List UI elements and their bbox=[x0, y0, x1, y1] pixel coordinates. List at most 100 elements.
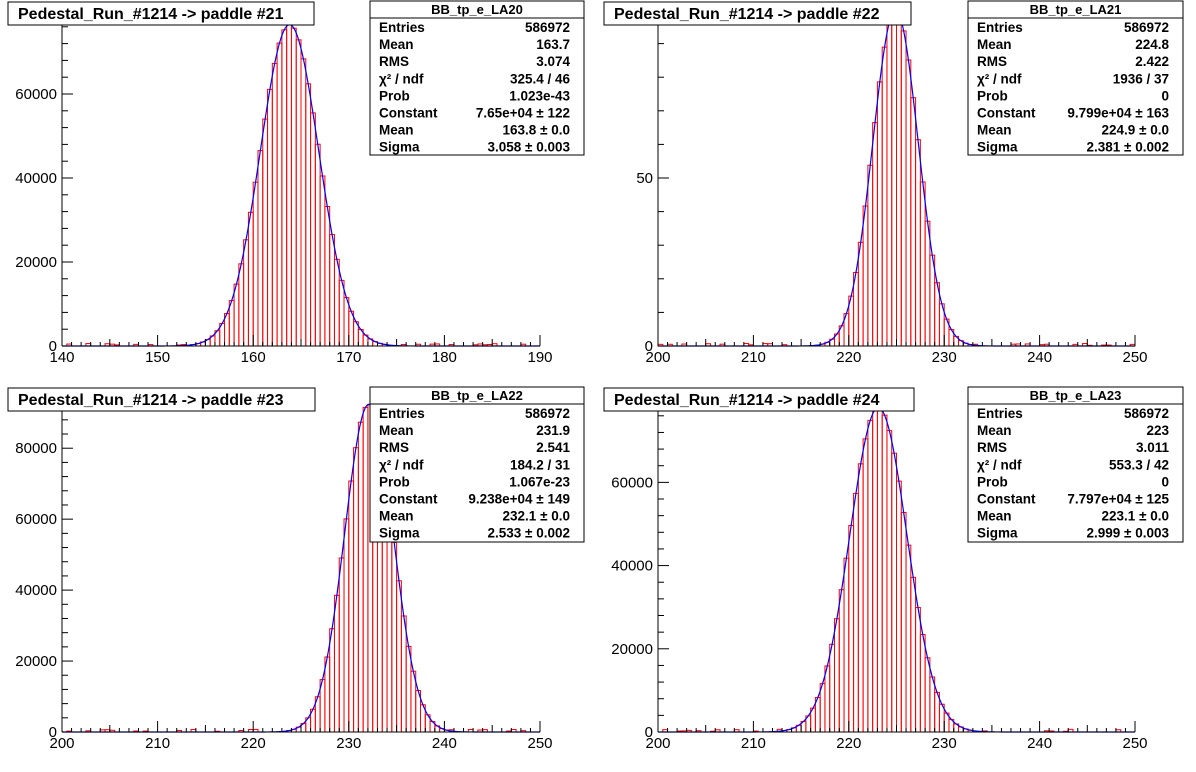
stats-value: 7.65e+04 ± 122 bbox=[476, 106, 570, 121]
stats-box-frame bbox=[967, 0, 1184, 156]
stats-label: Mean bbox=[977, 423, 1012, 438]
histogram-bin bbox=[919, 633, 926, 733]
histogram-bin bbox=[919, 181, 926, 347]
histogram-bin bbox=[343, 518, 350, 733]
x-tick-label: 180 bbox=[432, 349, 457, 366]
histogram-bin bbox=[896, 480, 902, 733]
histogram-bin bbox=[333, 594, 340, 733]
stats-value: 2.999 ± 0.003 bbox=[1087, 526, 1170, 541]
pad-title: Pedestal_Run_#1214 -> paddle #23 bbox=[18, 392, 284, 409]
histogram-bin bbox=[905, 59, 912, 347]
histogram-bin bbox=[900, 30, 907, 347]
stats-value: 0 bbox=[1161, 88, 1169, 103]
x-tick-label: 220 bbox=[836, 735, 861, 752]
histogram-bin bbox=[924, 220, 931, 347]
x-tick-label: 250 bbox=[527, 735, 552, 752]
x-tick-label: 250 bbox=[1122, 735, 1147, 752]
stats-label: RMS bbox=[977, 54, 1007, 69]
y-tick-label: 20000 bbox=[15, 254, 57, 271]
histogram-bin bbox=[338, 279, 345, 347]
stats-value: 7.797e+04 ± 125 bbox=[1067, 492, 1169, 507]
histogram-bin bbox=[900, 511, 907, 733]
histogram-bin bbox=[853, 492, 859, 733]
stats-value: 3.011 bbox=[1136, 440, 1170, 455]
histogram-bin bbox=[362, 406, 369, 733]
x-tick-label: 210 bbox=[741, 735, 766, 752]
stats-value: 586972 bbox=[1124, 20, 1169, 35]
stats-value: 1936 / 37 bbox=[1113, 71, 1169, 86]
stats-label: χ² / ndf bbox=[379, 71, 424, 86]
stats-value: 163.8 ± 0.0 bbox=[503, 123, 570, 138]
histogram-bin bbox=[405, 645, 412, 733]
histogram-bin bbox=[300, 58, 307, 347]
x-tick-label: 200 bbox=[49, 735, 74, 752]
y-tick-label: 0 bbox=[645, 338, 653, 355]
histogram-bin bbox=[295, 39, 302, 347]
stats-label: Constant bbox=[977, 106, 1036, 121]
histogram-bin bbox=[843, 557, 850, 733]
histogram-bin bbox=[905, 544, 912, 733]
histogram-bin bbox=[824, 665, 831, 733]
stats-value: 2.541 bbox=[536, 440, 570, 455]
histogram-bin bbox=[891, 10, 897, 347]
stats-value: 231.9 bbox=[536, 423, 570, 438]
pad-2: 200210220230240250050100Pedestal_Run_#12… bbox=[603, 0, 1184, 366]
histogram-bin bbox=[915, 606, 921, 733]
y-tick-label: 0 bbox=[49, 724, 57, 741]
stats-value: 1.023e-43 bbox=[509, 88, 570, 103]
stats-label: Entries bbox=[977, 20, 1023, 35]
histogram-bin bbox=[924, 657, 931, 733]
stats-value: 232.1 ± 0.0 bbox=[503, 509, 570, 524]
stats-histogram-name: BB_tp_e_LA22 bbox=[431, 388, 523, 403]
stats-label: Mean bbox=[977, 123, 1012, 138]
histogram-bin bbox=[867, 164, 874, 347]
histogram-bin bbox=[886, 21, 893, 347]
stats-value: 9.238e+04 ± 149 bbox=[468, 492, 570, 507]
histogram-bin bbox=[257, 150, 264, 347]
stats-value: 2.533 ± 0.002 bbox=[488, 526, 570, 541]
x-tick-label: 170 bbox=[336, 349, 361, 366]
stats-label: RMS bbox=[379, 54, 409, 69]
histogram-bin bbox=[228, 300, 235, 347]
histogram-bin bbox=[290, 27, 297, 347]
stats-value: 2.422 bbox=[1135, 54, 1169, 69]
x-tick-label: 210 bbox=[741, 349, 766, 366]
stats-value: 586972 bbox=[525, 406, 570, 421]
histogram-bin bbox=[233, 283, 240, 347]
stats-label: Prob bbox=[379, 88, 410, 103]
y-tick-label: 40000 bbox=[15, 582, 57, 599]
stats-histogram-name: BB_tp_e_LA21 bbox=[1030, 2, 1122, 17]
histogram-bin bbox=[247, 211, 254, 347]
histogram-bin bbox=[310, 112, 316, 347]
histogram-bin bbox=[876, 81, 883, 347]
stats-value: 224.9 ± 0.0 bbox=[1102, 123, 1169, 138]
x-tick-label: 140 bbox=[49, 349, 74, 366]
y-tick-label: 50 bbox=[636, 170, 653, 187]
histogram-bin bbox=[881, 46, 888, 347]
pad-title: Pedestal_Run_#1214 -> paddle #22 bbox=[614, 6, 880, 23]
stats-value: 553.3 / 42 bbox=[1109, 457, 1169, 472]
y-tick-label: 0 bbox=[49, 338, 57, 355]
histogram-bin bbox=[271, 62, 278, 347]
stats-value: 586972 bbox=[525, 20, 570, 35]
histogram-bin bbox=[252, 181, 259, 347]
stats-label: Constant bbox=[977, 492, 1036, 507]
stats-label: Sigma bbox=[379, 140, 420, 155]
stats-label: χ² / ndf bbox=[379, 457, 424, 472]
stats-label: χ² / ndf bbox=[977, 71, 1022, 86]
stats-value: 2.381 ± 0.002 bbox=[1087, 140, 1169, 155]
pad-title: Pedestal_Run_#1214 -> paddle #24 bbox=[614, 392, 880, 409]
stats-box: BB_tp_e_LA23 Entries 586972 Mean 223 RMS 3.011… bbox=[967, 386, 1184, 543]
histogram-bin bbox=[872, 409, 878, 733]
stats-label: Entries bbox=[977, 406, 1023, 421]
histogram-bin bbox=[876, 407, 883, 733]
stats-histogram-name: BB_tp_e_LA23 bbox=[1030, 388, 1122, 403]
stats-value: 223.1 ± 0.0 bbox=[1102, 509, 1169, 524]
stats-box-frame bbox=[967, 386, 1184, 543]
stats-label: χ² / ndf bbox=[977, 457, 1022, 472]
pad-3: 200 210 220 230 240 250 0 20000 40000 60000 80000 P… bbox=[7, 386, 585, 752]
x-tick-label: 200 bbox=[645, 349, 670, 366]
histogram-bin bbox=[910, 97, 917, 347]
histogram-bin bbox=[838, 589, 845, 733]
pad-title-box bbox=[7, 1, 315, 26]
